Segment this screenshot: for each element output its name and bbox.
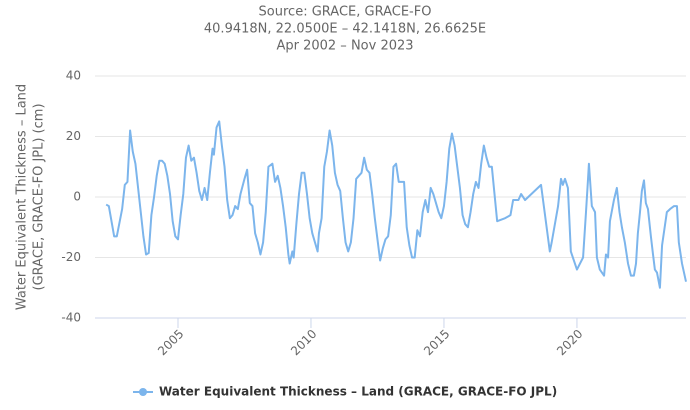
y-axis-label: Water Equivalent Thickness – Land	[15, 84, 30, 310]
y-tick-label: 20	[66, 129, 81, 143]
x-tick-label: 2005	[155, 327, 186, 358]
legend-label: Water Equivalent Thickness – Land (GRACE…	[159, 385, 557, 399]
y-tick-label: 0	[73, 190, 81, 204]
y-tick-label: 40	[66, 69, 81, 83]
x-tick-label: 2020	[554, 327, 585, 358]
x-tick-label: 2010	[288, 327, 319, 358]
chart-subtitle: Apr 2002 – Nov 2023	[276, 39, 413, 54]
chart-title: Source: GRACE, GRACE-FO	[259, 5, 432, 20]
y-tick-label: -40	[61, 311, 81, 325]
y-tick-label: -20	[61, 250, 81, 264]
chart-subtitle: 40.9418N, 22.0500E – 42.1418N, 26.6625E	[204, 22, 486, 37]
y-axis-label: (GRACE, GRACE-FO JPL) (cm)	[32, 103, 47, 290]
x-tick-label: 2015	[421, 327, 452, 358]
legend-marker	[139, 388, 147, 396]
data-line	[105, 120, 687, 289]
